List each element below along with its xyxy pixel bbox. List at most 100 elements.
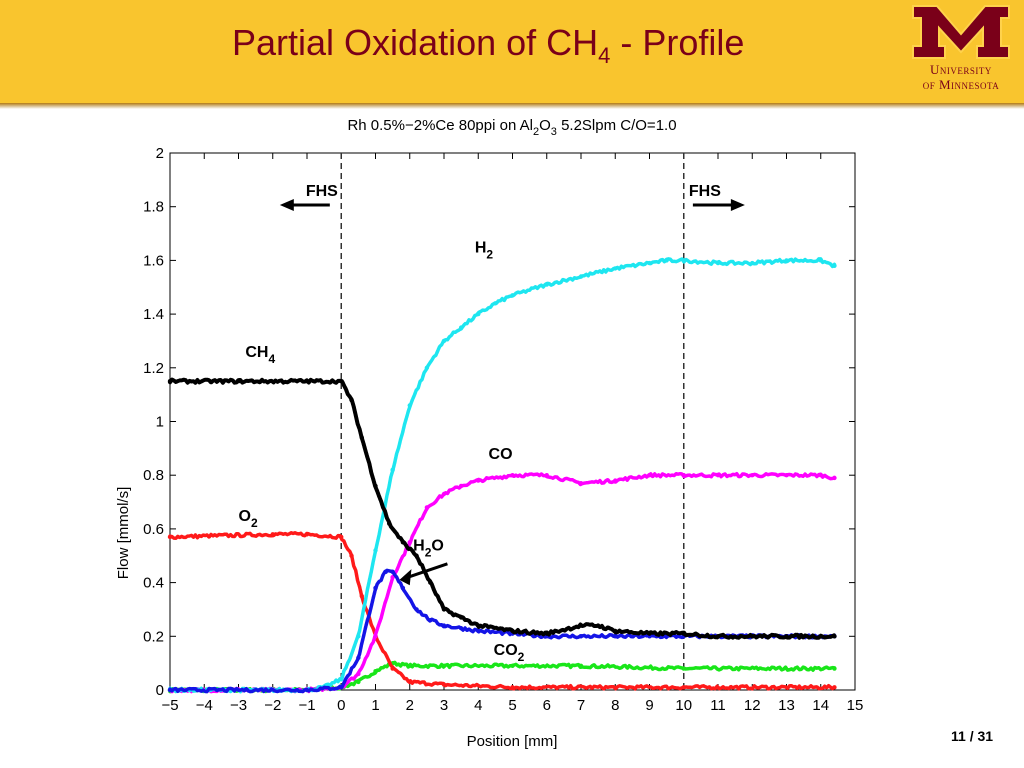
data-point: [339, 685, 344, 690]
data-point: [784, 258, 789, 263]
university-logo: University of Minnesota: [905, 4, 1017, 100]
data-point: [428, 617, 433, 623]
data-point: [510, 663, 515, 669]
data-point: [339, 677, 344, 682]
x-tick-label: 6: [543, 697, 551, 714]
y-tick-label: 1.4: [143, 306, 164, 323]
data-point: [544, 282, 549, 287]
data-point: [458, 483, 464, 489]
data-point: [167, 534, 173, 540]
data-point: [476, 478, 481, 483]
x-tick-label: 3: [440, 697, 448, 714]
data-point: [424, 365, 430, 370]
data-point: [613, 266, 618, 271]
y-tick-label: 0.8: [143, 467, 164, 484]
data-point: [407, 663, 412, 669]
data-point: [578, 623, 584, 628]
data-point: [458, 626, 464, 631]
data-point: [387, 521, 392, 526]
x-tick-label: 2: [406, 697, 414, 714]
data-point: [578, 274, 584, 279]
page-separator: /: [965, 728, 978, 744]
y-tick-label: 0.2: [143, 628, 164, 645]
x-tick-label: 0: [337, 697, 345, 714]
data-point: [373, 585, 378, 591]
series-label: H2: [475, 239, 494, 261]
series-label: H2O: [413, 537, 444, 559]
y-tick-label: 0.6: [143, 521, 164, 538]
data-point: [167, 379, 173, 384]
data-point: [832, 475, 837, 481]
fhs-label: FHS: [306, 183, 338, 200]
chart-title-part-1: 2: [533, 126, 539, 138]
data-point: [613, 634, 618, 639]
data-point: [832, 634, 837, 639]
data-point: [441, 623, 447, 628]
x-tick-label: 10: [675, 697, 692, 714]
fhs-arrow-head: [730, 198, 745, 211]
data-point: [476, 623, 481, 628]
data-point: [390, 569, 395, 575]
logo-line-2: of Minnesota: [922, 77, 1000, 92]
x-tick-label: 5: [508, 697, 516, 714]
data-point: [407, 403, 412, 408]
plot-area: −5 −4 −3 −2 −1 0 1 2 3 4 5 6 7 8 9 10 11 12 13 14 1500.20.40…: [143, 145, 863, 714]
data-point: [373, 483, 378, 489]
x-axis-label: Position [mm]: [467, 733, 558, 750]
data-point: [715, 473, 721, 478]
y-axis-label: Flow [mmol/s]: [115, 487, 132, 580]
data-point: [476, 628, 481, 634]
data-point: [510, 685, 515, 690]
logo-wordmark: University of Minnesota: [905, 62, 1017, 92]
x-tick-label: 1: [371, 697, 379, 714]
data-point: [349, 553, 354, 558]
x-tick-label: −3: [230, 697, 247, 714]
data-point: [476, 311, 481, 317]
data-point: [236, 379, 241, 384]
data-point: [359, 593, 364, 599]
series-label: CH4: [245, 344, 275, 366]
data-point: [407, 679, 412, 685]
data-point: [750, 260, 755, 266]
x-tick-label: 11: [710, 697, 726, 714]
y-tick-label: 0.4: [143, 575, 164, 592]
x-tick-label: 12: [744, 697, 761, 714]
data-point: [304, 532, 310, 537]
series-line-1: [168, 377, 837, 640]
data-point: [441, 663, 447, 669]
data-point: [510, 293, 515, 298]
slide-title-subscript: 4: [598, 43, 611, 69]
data-point: [383, 569, 388, 575]
data-point: [544, 473, 549, 478]
data-point: [400, 540, 406, 545]
data-point: [304, 379, 310, 384]
data-point: [647, 473, 652, 478]
x-tick-label: 8: [611, 697, 619, 714]
profile-chart: Rh 0.5%−2%Ce 80ppi on Al2O3 5.2Slpm C/O=…: [115, 117, 863, 750]
data-point: [750, 473, 755, 478]
data-point: [400, 585, 406, 591]
chart-title-part-4: 5.2Slpm C/O=1.0: [557, 117, 677, 134]
plot-frame: [169, 152, 856, 691]
data-point: [647, 631, 652, 636]
data-point: [356, 634, 361, 639]
data-point: [664, 258, 669, 263]
x-tick-label: 14: [812, 697, 829, 714]
data-point: [493, 301, 498, 306]
data-point: [304, 687, 310, 693]
data-point: [832, 685, 837, 690]
slide-title-tail: - Profile: [610, 22, 745, 63]
slide-title: Partial Oxidation of CH4 - Profile: [232, 22, 744, 69]
x-tick-label: 13: [778, 697, 795, 714]
data-point: [681, 631, 686, 636]
data-point: [750, 634, 755, 639]
series-label: O2: [239, 508, 258, 530]
data-point: [818, 473, 823, 478]
data-point: [339, 534, 344, 540]
fhs-label: FHS: [689, 183, 721, 200]
y-tick-label: 1.2: [143, 360, 164, 377]
data-point: [428, 580, 433, 585]
data-point: [784, 473, 789, 478]
x-tick-label: −5: [161, 697, 178, 714]
data-point: [510, 628, 515, 634]
